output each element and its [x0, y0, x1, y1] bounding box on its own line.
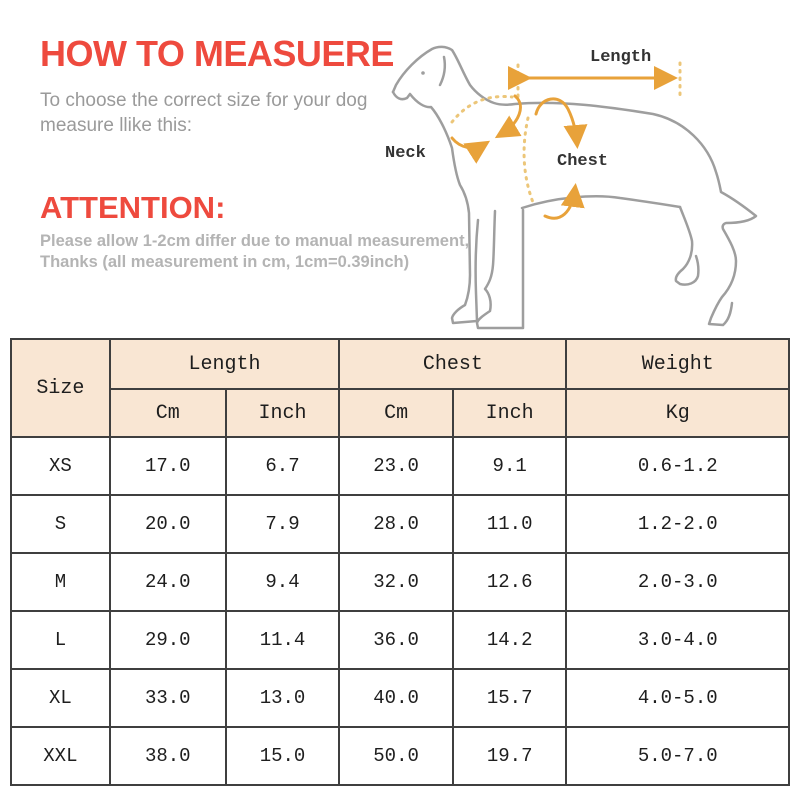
- table-row: XXL 38.0 15.0 50.0 19.7 5.0-7.0: [10, 726, 790, 786]
- chest-cm-cell: 32.0: [338, 552, 454, 612]
- size-chart: Size Length Chest Weight Cm Inch Cm Inch…: [10, 338, 790, 786]
- length-inch-cell: 11.4: [224, 610, 341, 670]
- size-cell: M: [10, 552, 111, 612]
- weight-kg-cell: 1.2-2.0: [565, 494, 790, 554]
- chest-cm-cell: 50.0: [338, 726, 454, 786]
- chest-inch-cell: 15.7: [451, 668, 568, 728]
- chest-inch-header: Inch: [451, 388, 568, 438]
- weight-group-header: Weight: [565, 338, 790, 390]
- chest-label: Chest: [557, 152, 608, 171]
- chest-cm-cell: 36.0: [338, 610, 454, 670]
- length-cm-cell: 33.0: [108, 668, 227, 728]
- weight-kg-cell: 2.0-3.0: [565, 552, 790, 612]
- chest-cm-header: Cm: [338, 388, 454, 438]
- chest-inch-cell: 14.2: [451, 610, 568, 670]
- measure-arrows: [450, 66, 678, 220]
- size-cell: XXL: [10, 726, 111, 786]
- length-inch-cell: 6.7: [224, 436, 341, 496]
- length-cm-cell: 38.0: [108, 726, 227, 786]
- chest-inch-cell: 12.6: [451, 552, 568, 612]
- chest-cm-cell: 28.0: [338, 494, 454, 554]
- length-inch-cell: 15.0: [224, 726, 341, 786]
- size-cell: L: [10, 610, 111, 670]
- table-row: XL 33.0 13.0 40.0 15.7 4.0-5.0: [10, 668, 790, 728]
- table-row: M 24.0 9.4 32.0 12.6 2.0-3.0: [10, 552, 790, 612]
- table-row: S 20.0 7.9 28.0 11.0 1.2-2.0: [10, 494, 790, 554]
- chest-bottom-arrow: [543, 183, 585, 220]
- weight-kg-cell: 0.6-1.2: [565, 436, 790, 496]
- dog-outline: [391, 45, 758, 330]
- length-cm-cell: 29.0: [108, 610, 227, 670]
- table-row: L 29.0 11.4 36.0 14.2 3.0-4.0: [10, 610, 790, 670]
- neck-label: Neck: [385, 144, 426, 163]
- length-label: Length: [590, 48, 651, 67]
- length-inch-cell: 9.4: [224, 552, 341, 612]
- attention-heading: ATTENTION:: [40, 190, 226, 225]
- weight-kg-header: Kg: [565, 388, 790, 438]
- size-cell: XL: [10, 668, 111, 728]
- length-cm-cell: 17.0: [108, 436, 227, 496]
- chest-cm-cell: 40.0: [338, 668, 454, 728]
- dog-measurement-diagram: Length Neck Chest: [385, 45, 758, 330]
- neck-arrow: [450, 136, 491, 164]
- length-cm-cell: 20.0: [108, 494, 227, 554]
- chest-inch-cell: 19.7: [451, 726, 568, 786]
- chest-inch-cell: 9.1: [451, 436, 568, 496]
- size-cell: XS: [10, 436, 111, 496]
- withers-arrow: [494, 94, 522, 139]
- chest-top-arrow: [534, 97, 588, 149]
- page-title: HOW TO MEASUERE: [40, 33, 394, 74]
- length-cm-cell: 24.0: [108, 552, 227, 612]
- measure-guides-dashed: [450, 61, 682, 207]
- weight-kg-cell: 4.0-5.0: [565, 668, 790, 728]
- dog-eye: [421, 71, 425, 75]
- weight-kg-cell: 5.0-7.0: [565, 726, 790, 786]
- table-row: XS 17.0 6.7 23.0 9.1 0.6-1.2: [10, 436, 790, 496]
- weight-kg-cell: 3.0-4.0: [565, 610, 790, 670]
- size-column-header: Size: [10, 338, 111, 438]
- size-table-body: XS 17.0 6.7 23.0 9.1 0.6-1.2 S 20.0 7.9 28.0 11.0 1…: [10, 436, 790, 786]
- length-cm-header: Cm: [108, 388, 227, 438]
- chest-cm-cell: 23.0: [338, 436, 454, 496]
- length-inch-header: Inch: [224, 388, 341, 438]
- table-header-unit-row: Cm Inch Cm Inch Kg: [11, 388, 790, 438]
- length-inch-cell: 13.0: [224, 668, 341, 728]
- length-group-header: Length: [108, 338, 341, 390]
- subtitle-text: To choose the correct size for your dog …: [40, 90, 368, 137]
- chest-group-header: Chest: [338, 338, 568, 390]
- length-inch-cell: 7.9: [224, 494, 341, 554]
- table-header-group-row: Size Length Chest Weight: [10, 338, 790, 438]
- chest-inch-cell: 11.0: [451, 494, 568, 554]
- attention-note-text: Please allow 1-2cm differ due to manual …: [40, 232, 470, 271]
- size-cell: S: [10, 494, 111, 554]
